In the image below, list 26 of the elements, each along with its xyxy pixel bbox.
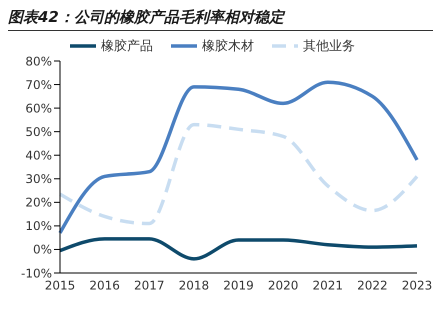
legend-label: 橡胶产品 [101,38,153,55]
x-tick-label: 2022 [357,278,388,293]
y-tick-label: 20% [25,196,52,210]
chart-title: 图表42：公司的橡胶产品毛利率相对稳定 [8,8,433,31]
x-tick-label: 2018 [178,278,210,293]
y-tick-label: 40% [25,148,52,162]
x-tick-label: 2015 [44,278,76,293]
y-tick-label: 30% [25,172,52,186]
line-series [58,122,419,226]
x-tick-label: 2017 [134,278,165,293]
y-tick-label: 50% [25,124,52,139]
y-tick-label: 0% [32,242,52,257]
y-tick-label: 70% [25,78,52,92]
y-tick-label: 10% [25,219,52,234]
legend-label: 其他业务 [303,38,355,55]
y-tick-label: 80% [25,54,52,68]
x-tick-label: 2016 [89,278,120,293]
y-tick-label: -10% [20,266,52,280]
legend-label: 橡胶木材 [202,38,254,55]
x-tick-label: 2023 [402,278,432,293]
x-tick-label: 2019 [223,278,254,293]
y-tick-label: 60% [25,101,52,116]
line-series [58,80,419,235]
line-series [58,237,419,261]
x-tick-label: 2020 [268,278,298,293]
x-tick-label: 2021 [312,278,344,293]
